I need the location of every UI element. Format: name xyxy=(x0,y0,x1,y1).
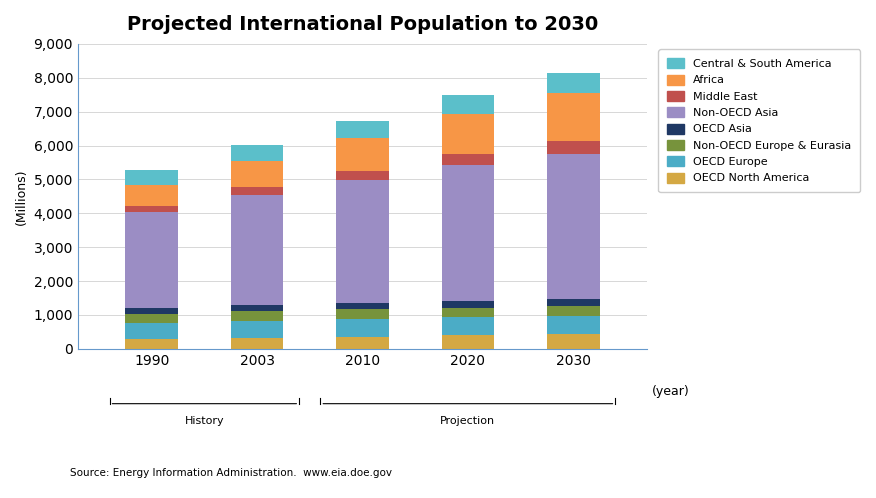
Bar xyxy=(125,170,178,185)
Bar xyxy=(547,73,600,93)
Bar xyxy=(336,303,389,309)
Bar xyxy=(125,314,178,323)
Text: (year): (year) xyxy=(653,385,690,398)
Bar xyxy=(442,114,494,154)
Bar xyxy=(336,121,389,138)
Bar xyxy=(125,339,178,349)
Y-axis label: (Millions): (Millions) xyxy=(15,168,28,225)
Bar xyxy=(230,321,284,338)
Bar xyxy=(336,138,389,171)
Bar xyxy=(125,206,178,212)
Bar xyxy=(547,334,600,349)
Bar xyxy=(230,145,284,161)
Bar xyxy=(547,93,600,141)
Bar xyxy=(442,165,494,301)
Bar xyxy=(125,212,178,308)
Bar xyxy=(442,308,494,317)
Bar xyxy=(125,308,178,314)
Bar xyxy=(336,180,389,303)
Bar xyxy=(230,311,284,321)
Bar xyxy=(230,305,284,311)
Bar xyxy=(547,306,600,316)
Bar xyxy=(336,337,389,349)
Bar xyxy=(230,195,284,305)
Bar xyxy=(230,338,284,349)
Bar xyxy=(336,171,389,180)
Text: Source: Energy Information Administration.  www.eia.doe.gov: Source: Energy Information Administratio… xyxy=(70,468,392,478)
Bar xyxy=(442,301,494,308)
Bar xyxy=(547,141,600,154)
Bar xyxy=(125,185,178,206)
Bar xyxy=(547,154,600,299)
Bar xyxy=(442,95,494,114)
Title: Projected International Population to 2030: Projected International Population to 20… xyxy=(127,15,598,34)
Legend: Central & South America, Africa, Middle East, Non-OECD Asia, OECD Asia, Non-OECD: Central & South America, Africa, Middle … xyxy=(659,49,860,192)
Bar xyxy=(547,316,600,334)
Bar xyxy=(230,161,284,187)
Bar xyxy=(336,309,389,319)
Text: History: History xyxy=(185,416,224,426)
Bar xyxy=(125,323,178,339)
Bar xyxy=(547,299,600,306)
Bar xyxy=(230,187,284,195)
Bar xyxy=(336,319,389,337)
Bar xyxy=(442,317,494,335)
Bar xyxy=(442,335,494,349)
Bar xyxy=(442,154,494,165)
Text: Projection: Projection xyxy=(441,416,496,426)
